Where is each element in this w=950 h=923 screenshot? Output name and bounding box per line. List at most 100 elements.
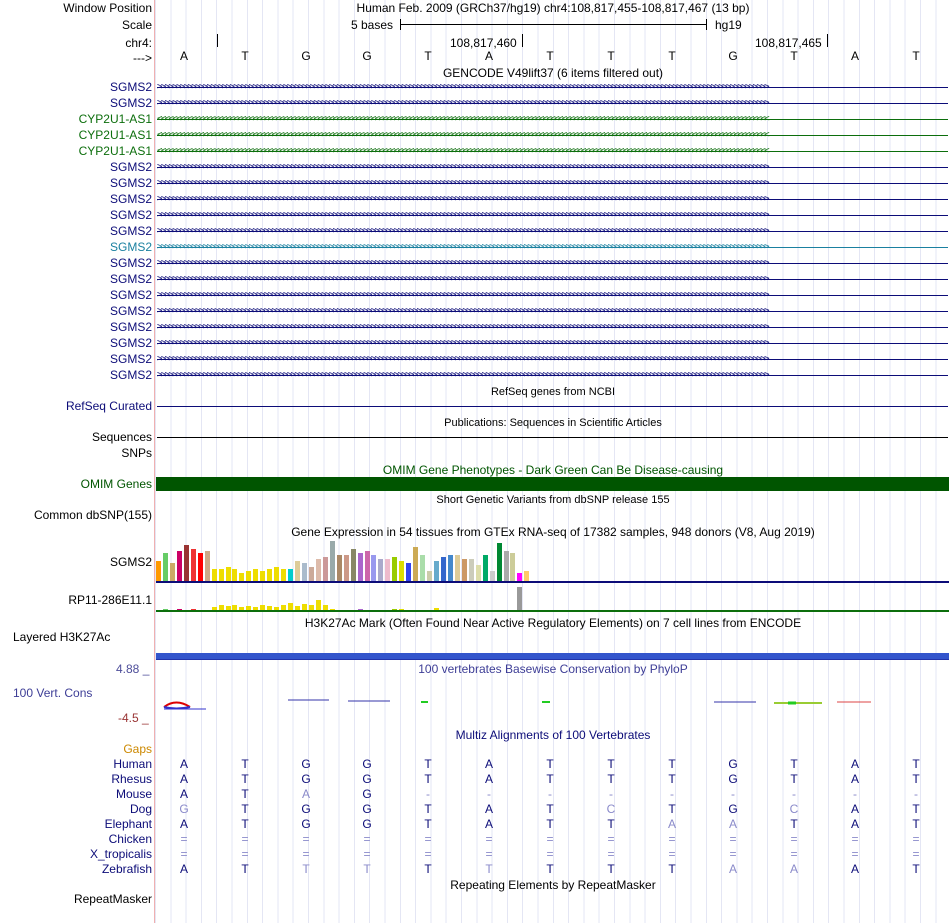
- gencode-item-line[interactable]: [157, 311, 948, 312]
- gtex-tissue-bar[interactable]: [357, 609, 363, 610]
- gencode-item-label[interactable]: SGMS2: [109, 192, 152, 206]
- multiz-species-label[interactable]: Elephant: [104, 817, 152, 831]
- gtex-tissue-bar[interactable]: [322, 557, 328, 581]
- gtex-tissue-bar[interactable]: [308, 605, 314, 610]
- gencode-item-label[interactable]: SGMS2: [109, 96, 152, 110]
- gencode-item-label[interactable]: SGMS2: [109, 240, 152, 254]
- gtex-tissue-bar[interactable]: [517, 573, 523, 581]
- gtex-tissue-bar[interactable]: [204, 551, 210, 581]
- gencode-item-line[interactable]: [157, 135, 948, 136]
- gtex-tissue-bar[interactable]: [197, 553, 203, 581]
- multiz-species-label[interactable]: Chicken: [108, 832, 152, 846]
- gencode-item-label[interactable]: SGMS2: [109, 208, 152, 222]
- gtex-tissue-bar[interactable]: [225, 567, 231, 581]
- phylop-track-label[interactable]: 100 Vert. Cons: [13, 686, 93, 700]
- gencode-item-label[interactable]: SGMS2: [109, 368, 152, 382]
- gtex-tissue-bar[interactable]: [211, 569, 217, 581]
- gencode-item-label[interactable]: SGMS2: [109, 352, 152, 366]
- gtex-tissue-bar[interactable]: [434, 608, 439, 610]
- gtex-tissue-bar[interactable]: [239, 573, 245, 581]
- gtex-tissue-bar[interactable]: [274, 567, 280, 581]
- gtex-tissue-bar[interactable]: [267, 606, 273, 610]
- refseq-track-label[interactable]: RefSeq Curated: [65, 399, 152, 413]
- gtex-tissue-bar[interactable]: [461, 559, 467, 581]
- dbsnp-track-label[interactable]: Common dbSNP(155): [33, 508, 152, 522]
- gtex-tissue-bar[interactable]: [475, 565, 481, 581]
- gtex-tissue-bar[interactable]: [371, 555, 377, 581]
- gtex-tissue-bar[interactable]: [211, 607, 217, 610]
- gtex-tissue-bar[interactable]: [176, 609, 182, 610]
- gencode-item-label[interactable]: CYP2U1-AS1: [78, 112, 152, 126]
- omim-track-label[interactable]: OMIM Genes: [80, 477, 152, 491]
- gencode-item-label[interactable]: CYP2U1-AS1: [78, 144, 152, 158]
- gtex-tissue-bar[interactable]: [329, 609, 335, 610]
- gtex-tissue-bar[interactable]: [308, 567, 314, 581]
- gtex-tissue-bar[interactable]: [162, 553, 168, 581]
- gtex-tissue-bar[interactable]: [350, 549, 356, 581]
- gtex-tissue-bar[interactable]: [503, 551, 509, 581]
- gtex-tissue-bar[interactable]: [301, 604, 307, 610]
- gtex-tissue-bar[interactable]: [281, 569, 287, 581]
- gtex-tissue-bar[interactable]: [364, 551, 370, 581]
- gtex-tissue-bar[interactable]: [190, 549, 196, 581]
- gtex-tissue-bar[interactable]: [162, 609, 168, 610]
- gtex-gene-label-2[interactable]: RP11-286E11.1: [68, 593, 152, 607]
- multiz-species-label[interactable]: Human: [113, 757, 152, 771]
- multiz-species-label[interactable]: Zebrafish: [101, 862, 152, 876]
- gtex-tissue-bar[interactable]: [274, 607, 280, 610]
- gtex-tissue-bar[interactable]: [295, 606, 300, 610]
- gencode-item-line[interactable]: [157, 247, 948, 248]
- gtex-tissue-bar[interactable]: [392, 557, 398, 581]
- gencode-item-line[interactable]: [157, 103, 948, 104]
- gtex-tissue-bar[interactable]: [301, 563, 307, 581]
- gencode-item-line[interactable]: [157, 119, 948, 120]
- omim-gene-bar[interactable]: [156, 477, 949, 491]
- gencode-item-line[interactable]: [157, 375, 948, 376]
- gtex-tissue-bar[interactable]: [434, 561, 439, 581]
- gtex-tissue-bar[interactable]: [385, 559, 391, 581]
- gencode-item-line[interactable]: [157, 343, 948, 344]
- gtex-tissue-bar[interactable]: [176, 551, 182, 581]
- gtex-tissue-bar[interactable]: [246, 606, 252, 610]
- gtex-bars-sgms2[interactable]: [156, 541, 556, 581]
- gencode-item-line[interactable]: [157, 231, 948, 232]
- refseq-gene-line[interactable]: [157, 406, 948, 407]
- gtex-tissue-bar[interactable]: [156, 561, 161, 581]
- gtex-tissue-bar[interactable]: [496, 543, 502, 581]
- multiz-gaps-label[interactable]: Gaps: [123, 742, 152, 756]
- gencode-item-line[interactable]: [157, 359, 948, 360]
- gtex-tissue-bar[interactable]: [267, 569, 273, 581]
- gtex-tissue-bar[interactable]: [440, 557, 446, 581]
- gtex-tissue-bar[interactable]: [336, 555, 342, 581]
- gencode-item-line[interactable]: [157, 151, 948, 152]
- gtex-tissue-bar[interactable]: [392, 609, 398, 610]
- gtex-tissue-bar[interactable]: [343, 555, 349, 581]
- gtex-tissue-bar[interactable]: [510, 553, 516, 581]
- multiz-species-label[interactable]: X_tropicalis: [89, 847, 152, 861]
- gencode-item-line[interactable]: [157, 215, 948, 216]
- gtex-tissue-bar[interactable]: [427, 571, 433, 581]
- gtex-tissue-bar[interactable]: [420, 555, 426, 581]
- gtex-tissue-bar[interactable]: [288, 569, 294, 581]
- gencode-item-line[interactable]: [157, 183, 948, 184]
- gencode-item-line[interactable]: [157, 263, 948, 264]
- gtex-tissue-bar[interactable]: [315, 559, 321, 581]
- gtex-tissue-bar[interactable]: [295, 561, 300, 581]
- gtex-tissue-bar[interactable]: [447, 555, 453, 581]
- gencode-item-line[interactable]: [157, 87, 948, 88]
- gtex-tissue-bar[interactable]: [253, 607, 259, 610]
- h3k27ac-signal[interactable]: [156, 653, 949, 660]
- gtex-tissue-bar[interactable]: [225, 606, 231, 610]
- gtex-tissue-bar[interactable]: [322, 605, 328, 610]
- gtex-tissue-bar[interactable]: [218, 569, 224, 581]
- gtex-tissue-bar[interactable]: [260, 571, 266, 581]
- gtex-tissue-bar[interactable]: [357, 553, 363, 581]
- gtex-tissue-bar[interactable]: [218, 605, 224, 610]
- gencode-item-label[interactable]: CYP2U1-AS1: [78, 128, 152, 142]
- gtex-tissue-bar[interactable]: [246, 571, 252, 581]
- gtex-tissue-bar[interactable]: [169, 563, 175, 581]
- multiz-species-label[interactable]: Mouse: [115, 787, 152, 801]
- gtex-tissue-bar[interactable]: [399, 561, 405, 581]
- gencode-item-label[interactable]: SGMS2: [109, 288, 152, 302]
